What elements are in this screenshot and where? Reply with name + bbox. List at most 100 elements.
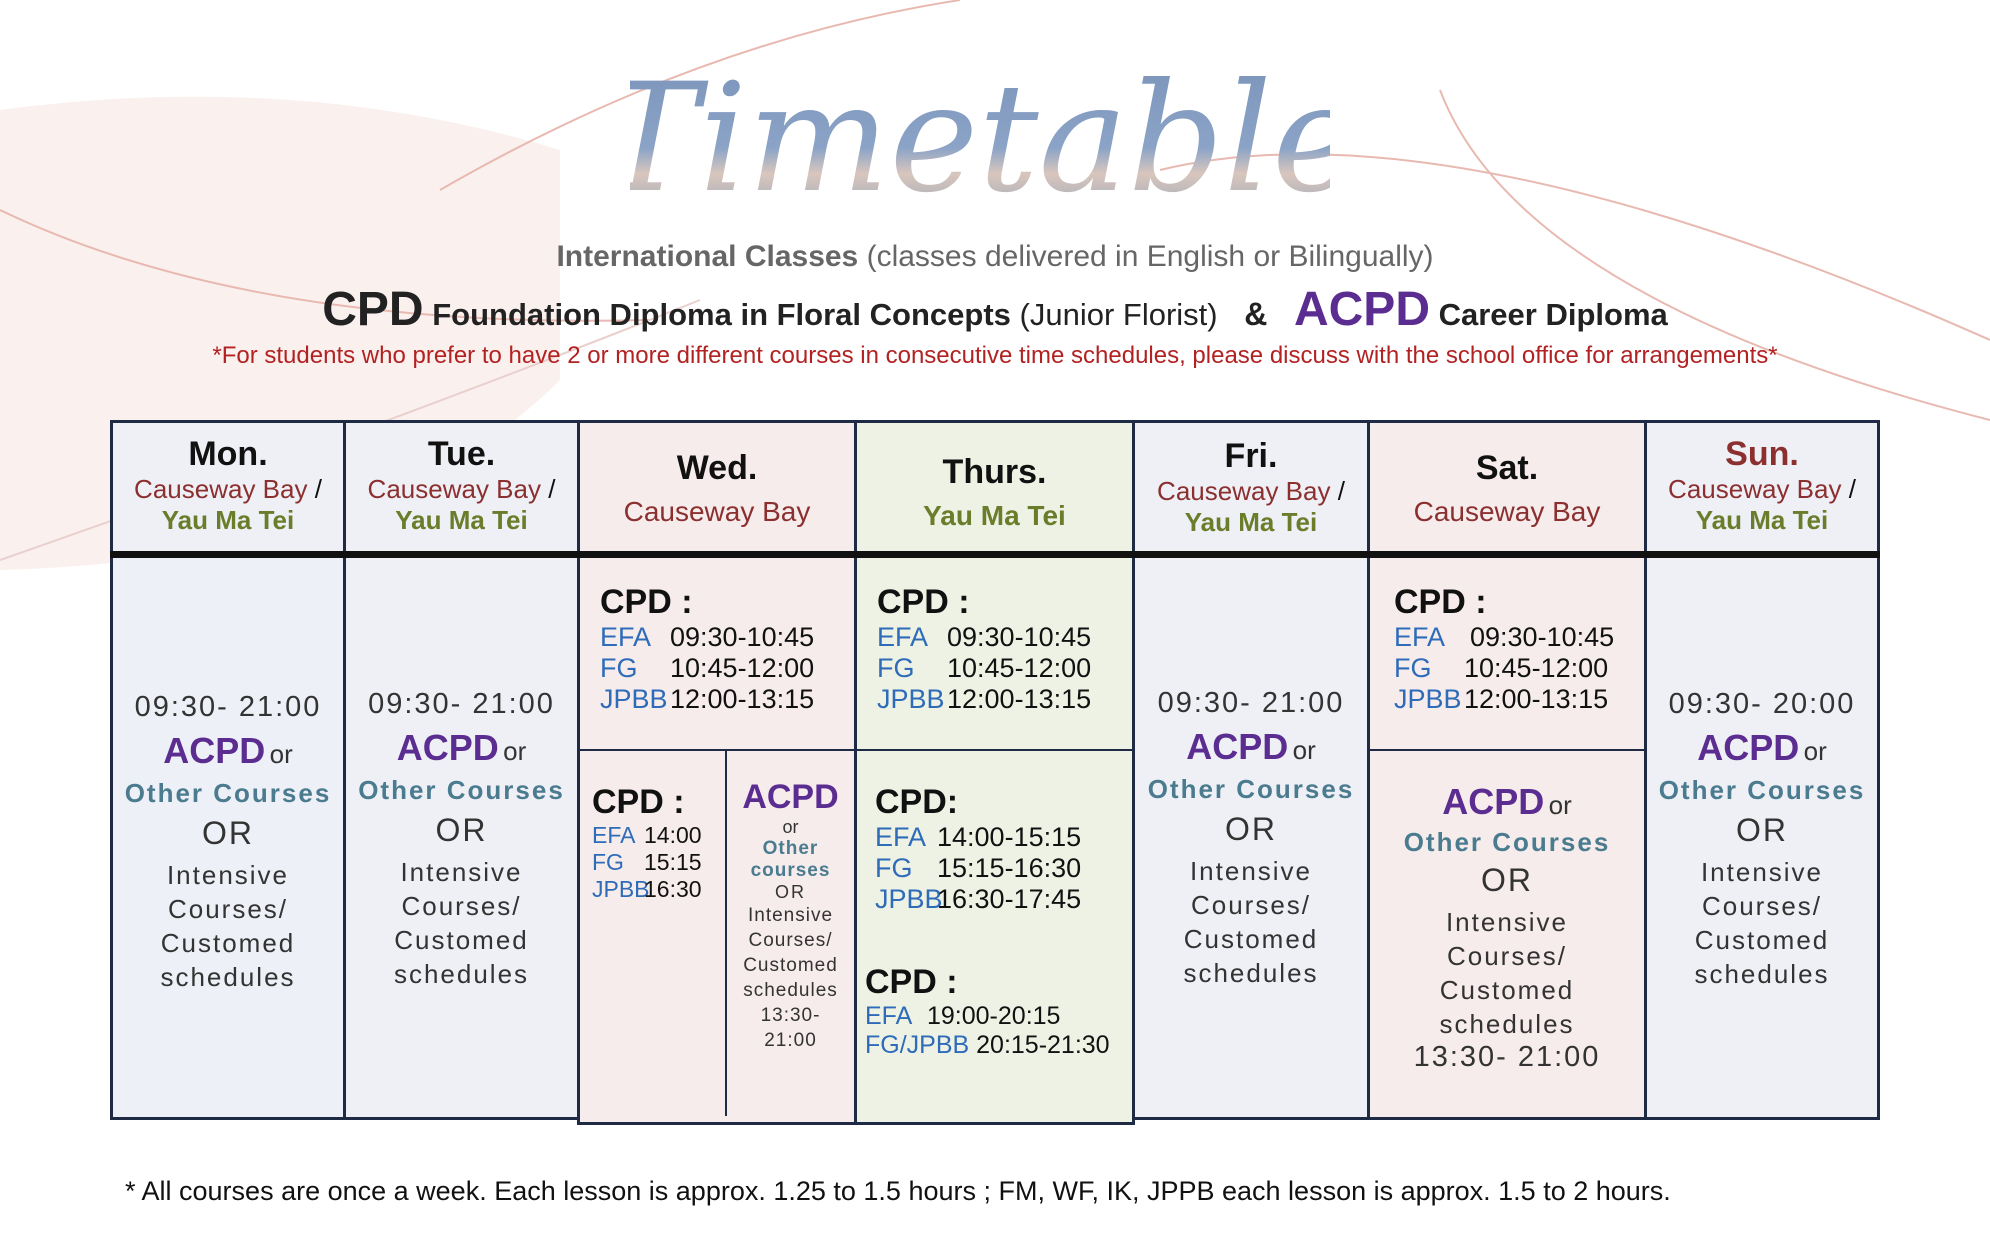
other-courses: Other Courses (124, 778, 332, 808)
intensive-text: Intensive Courses/Customed schedules (1183, 856, 1319, 988)
or-small: or (782, 817, 799, 837)
header-wednesday: Wed. Causeway Bay (580, 423, 854, 557)
ampersand: & (1244, 296, 1268, 332)
cpd-heading: CPD : (865, 963, 958, 1001)
wed-afternoon-cpd: CPD : EFA 14:00 FG 15:15 JPBB16:30 (592, 783, 722, 903)
header-divider (110, 551, 1880, 558)
body-monday: 09:30- 21:00 ACPD or Other Courses OR In… (113, 691, 343, 994)
other-courses: Other Courses (358, 775, 565, 805)
day-name: Thurs. (942, 453, 1047, 491)
timetable-title: Timetable (630, 52, 1330, 226)
cpd-label: CPD (322, 283, 424, 336)
location-primary: Causeway Bay / (134, 474, 322, 504)
column-friday: Fri. Causeway Bay / Yau Ma Tei 09:30- 21… (1132, 420, 1370, 1120)
course-row: EFA 09:30-10:45 (600, 622, 815, 652)
location-secondary: Yau Ma Tei (1695, 505, 1829, 535)
other-courses: Other Courses (1147, 774, 1355, 804)
course-row: EFA 09:30-10:45 (1394, 622, 1615, 652)
sat-afternoon-block: ACPD or Other Courses OR Intensive Course… (1370, 781, 1644, 1074)
arrangement-note: *For students who prefer to have 2 or mo… (212, 342, 1778, 369)
opening-hours: 09:30- 21:00 (134, 691, 322, 723)
day-name: Sun. (1725, 435, 1799, 473)
location-primary: Yau Ma Tei (923, 500, 1066, 531)
header-saturday: Sat. Causeway Bay (1370, 423, 1644, 557)
courses-label: courses (750, 860, 831, 881)
column-saturday: Sat. Causeway Bay CPD : EFA 09:30-10:45 F… (1367, 420, 1647, 1120)
header-sunday: Sun. Causeway Bay / Yau Ma Tei (1647, 423, 1877, 557)
cpd-heading: CPD : (600, 583, 693, 621)
course-row: FG 10:45-12:00 (600, 653, 815, 683)
cpd-name: Foundation Diploma in Floral Concepts (432, 297, 1011, 332)
course-row: FG 10:45-12:00 (1394, 653, 1609, 683)
header-tuesday: Tue. Causeway Bay / Yau Ma Tei (346, 423, 577, 557)
column-monday: Mon. Causeway Bay / Yau Ma Tei 09:30- 21… (110, 420, 346, 1120)
subtitle: International Classes (classes delivered… (0, 240, 1990, 274)
course-row: FG/JPBB 20:15-21:30 (865, 1031, 1110, 1059)
cpd-sub: (Junior Florist) (1019, 297, 1218, 332)
acpd-name: Career Diploma (1438, 297, 1668, 332)
body-tuesday: 09:30- 21:00 ACPD or Other Courses OR In… (346, 688, 577, 991)
course-row: EFA 19:00-20:15 (865, 1002, 1061, 1030)
opening-hours: 09:30- 21:00 (368, 688, 555, 720)
or-separator: OR (1736, 812, 1788, 848)
location-secondary: Yau Ma Tei (395, 505, 528, 535)
subtitle-bold: International Classes (556, 240, 859, 273)
course-row: EFA 14:00 (592, 822, 702, 848)
course-row: JPBB16:30-17:45 (875, 884, 1082, 914)
location-primary: Causeway Bay / (1157, 476, 1345, 506)
column-thursday: Thurs. Yau Ma Tei CPD : EFA 09:30-10:45 F… (854, 420, 1135, 1125)
svg-text:Timetable: Timetable (630, 52, 1330, 226)
thu-evening-block: CPD : EFA 19:00-20:15 FG/JPBB 20:15-21:30 (865, 963, 1135, 1060)
acpd-label: ACPD (1293, 283, 1430, 336)
wed-afternoon-acpd: ACPD or Other courses OR Intensive Course… (727, 778, 854, 1053)
opening-hours: 09:30- 21:00 (1157, 687, 1345, 719)
afternoon-hours: 13:30- 21:00 (1413, 1041, 1601, 1073)
course-row: JPBB12:00-13:15 (600, 684, 815, 714)
acpd-line: ACPD or (163, 730, 293, 771)
location-primary: Causeway Bay / (367, 474, 556, 504)
header-friday: Fri. Causeway Bay / Yau Ma Tei (1135, 423, 1367, 557)
or-separator: OR (1225, 811, 1277, 847)
location-secondary: Yau Ma Tei (1184, 507, 1318, 537)
course-row: FG 10:45-12:00 (877, 653, 1092, 683)
location-primary: Causeway Bay / (1668, 474, 1856, 504)
intensive-text: Intensive Courses/Customed schedules (393, 857, 530, 989)
column-tuesday: Tue. Causeway Bay / Yau Ma Tei 09:30- 21… (343, 420, 580, 1120)
other-label: Other (762, 838, 819, 859)
wed-divider-h (580, 749, 854, 751)
day-name: Sat. (1475, 449, 1539, 487)
course-row: JPBB12:00-13:15 (1394, 684, 1609, 714)
cpd-heading: CPD : (1394, 583, 1487, 621)
cpd-heading: CPD : (877, 583, 970, 621)
headline: CPD Foundation Diploma in Floral Concept… (0, 282, 1990, 337)
body-friday: 09:30- 21:00 ACPD or Other Courses OR In… (1135, 687, 1367, 990)
intensive-text: Intensive Courses/Customed schedules (1694, 857, 1830, 989)
day-name: Tue. (427, 435, 496, 473)
intensive-text: Intensive Courses/Customed schedules (1439, 907, 1575, 1039)
acpd-line: ACPD or (1697, 727, 1827, 768)
course-row: EFA 09:30-10:45 (877, 622, 1092, 652)
cpd-heading: CPD: (875, 783, 959, 821)
location-primary: Causeway Bay (1413, 496, 1601, 527)
location-primary: Causeway Bay (623, 496, 811, 527)
body-sunday: 09:30- 20:00 ACPD or Other Courses OR In… (1647, 688, 1877, 991)
thu-morning-block: CPD : EFA 09:30-10:45 FG 10:45-12:00 JPBB1… (877, 583, 1127, 715)
day-name: Mon. (188, 435, 268, 473)
intensive-text: Intensive Courses/Customed schedules 13:30-… (743, 905, 838, 1051)
opening-hours: 09:30- 20:00 (1668, 688, 1856, 720)
other-courses: Other Courses (1403, 827, 1611, 857)
acpd-line: ACPD or (1442, 781, 1572, 822)
or-separator: OR (435, 812, 488, 848)
day-name: Fri. (1224, 437, 1278, 475)
course-row: JPBB12:00-13:15 (877, 684, 1092, 714)
column-sunday: Sun. Causeway Bay / Yau Ma Tei 09:30- 20… (1644, 420, 1880, 1120)
course-row: EFA 14:00-15:15 (875, 822, 1082, 852)
course-row: FG 15:15-16:30 (875, 853, 1082, 883)
header-monday: Mon. Causeway Bay / Yau Ma Tei (113, 423, 343, 557)
acpd-label: ACPD (742, 778, 839, 816)
location-secondary: Yau Ma Tei (161, 505, 295, 535)
sat-morning-block: CPD : EFA 09:30-10:45 FG 10:45-12:00 JPBB1… (1394, 583, 1644, 715)
wed-morning-block: CPD : EFA 09:30-10:45 FG 10:45-12:00 JPBB1… (600, 583, 850, 715)
or-small-2: OR (775, 882, 806, 902)
acpd-line: ACPD or (396, 727, 527, 768)
